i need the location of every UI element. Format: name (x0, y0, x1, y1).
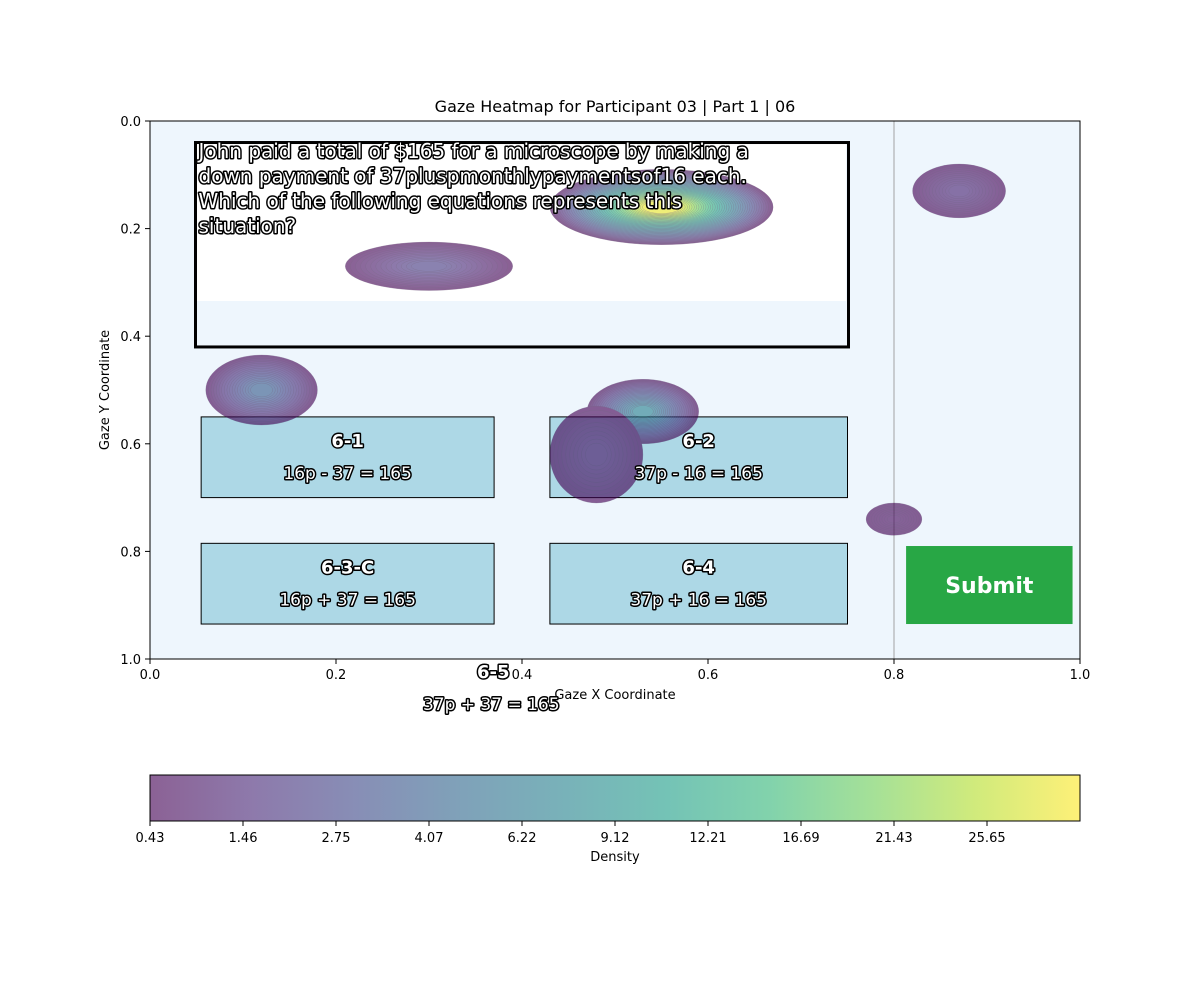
x-tick-label: 0.4 (512, 668, 533, 683)
y-tick-label: 0.2 (120, 223, 141, 238)
option-outside-axes: 6-5 37p + 37 = 165 (421, 661, 561, 717)
plot-frame (149, 120, 1081, 660)
colorbar-tick-label: 16.69 (782, 831, 819, 846)
density-contour (411, 260, 447, 272)
density-contours (205, 163, 1006, 536)
option-equation-6-4: 37p + 16 = 165 (630, 590, 767, 610)
colorbar-tick-label: 2.75 (322, 831, 351, 846)
density-contour (948, 184, 970, 198)
colorbar-tick-label: 21.43 (875, 831, 912, 846)
y-tick-label: 0.8 (120, 545, 141, 560)
option-labels: 6-1 16p - 37 = 165 6-2 37p - 16 = 165 6-3-C 1… (278, 429, 769, 611)
colorbar-tick-label: 4.07 (415, 831, 444, 846)
y-tick-label: 0.6 (120, 438, 141, 453)
option-id-6-1: 6-1 (331, 431, 364, 452)
option-id-6-2: 6-2 (682, 431, 715, 452)
x-tick-label: 0.6 (698, 668, 719, 683)
colorbar-tick-label: 9.12 (601, 831, 630, 846)
density-contour (632, 405, 654, 418)
density-contour (642, 200, 681, 214)
submit-button[interactable] (906, 546, 1073, 625)
x-axis-label: Gaze X Coordinate (554, 688, 675, 703)
plot-area: Submit John paid a total of $165 for a m… (149, 120, 1081, 660)
colorbar-label: Density (590, 850, 640, 865)
colorbar: 0.43 1.46 2.75 4.07 6.22 9.12 12.21 16.69 21.43 2… (136, 774, 1081, 865)
option-box-6-1 (200, 416, 495, 499)
option-equation-6-1: 16p - 37 = 165 (283, 464, 412, 484)
y-tick-label: 1.0 (120, 653, 141, 668)
option-id-6-3-C: 6-3-C (321, 557, 374, 578)
colorbar-tick-label: 1.46 (229, 831, 258, 846)
density-contour (250, 382, 273, 398)
question-line: situation? (199, 214, 297, 238)
x-tick-label: 1.0 (1070, 668, 1091, 683)
question-line: John paid a total of $165 for a microsco… (197, 139, 749, 163)
option-equation-6-3-C: 16p + 37 = 165 (279, 590, 416, 610)
question-line: Which of the following equations represe… (199, 189, 683, 213)
y-axis-ticks: 0.0 0.2 0.4 0.6 0.8 1.0 (120, 115, 150, 668)
question-text: John paid a total of $165 for a microsco… (195, 138, 750, 240)
option-box-6-4 (549, 542, 849, 625)
x-tick-label: 0.2 (326, 668, 347, 683)
colorbar-tick-label: 6.22 (508, 831, 537, 846)
y-axis-label: Gaze Y Coordinate (98, 330, 113, 450)
submit-label: Submit (945, 574, 1034, 599)
colorbar-tick-label: 12.21 (689, 831, 726, 846)
colorbar-ticks: 0.43 1.46 2.75 4.07 6.22 9.12 12.21 16.69 21.43 2… (136, 821, 1006, 846)
option-id-6-5: 6-5 (477, 662, 510, 683)
density-contour (585, 442, 608, 467)
colorbar-strip (150, 775, 1080, 821)
question-line: down payment of 37pluspmonthlypaymentsof… (199, 164, 747, 188)
colorbar-tick-label: 25.65 (968, 831, 1005, 846)
x-tick-label: 0.8 (884, 668, 905, 683)
option-equation-6-2: 37p - 16 = 165 (634, 464, 763, 484)
x-axis-ticks: 0.0 0.2 0.4 0.6 0.8 1.0 (140, 659, 1091, 683)
x-tick-label: 0.0 (140, 668, 161, 683)
option-box-6-3-C (200, 542, 495, 625)
y-tick-label: 0.4 (120, 330, 141, 345)
colorbar-tick-label: 0.43 (136, 831, 165, 846)
option-id-6-4: 6-4 (682, 557, 715, 578)
option-equation-6-5: 37p + 37 = 165 (423, 695, 560, 715)
density-contour (886, 514, 902, 524)
question-box (194, 141, 850, 349)
y-tick-label: 0.0 (120, 115, 141, 130)
chart-title: Gaze Heatmap for Participant 03 | Part 1… (435, 97, 796, 116)
